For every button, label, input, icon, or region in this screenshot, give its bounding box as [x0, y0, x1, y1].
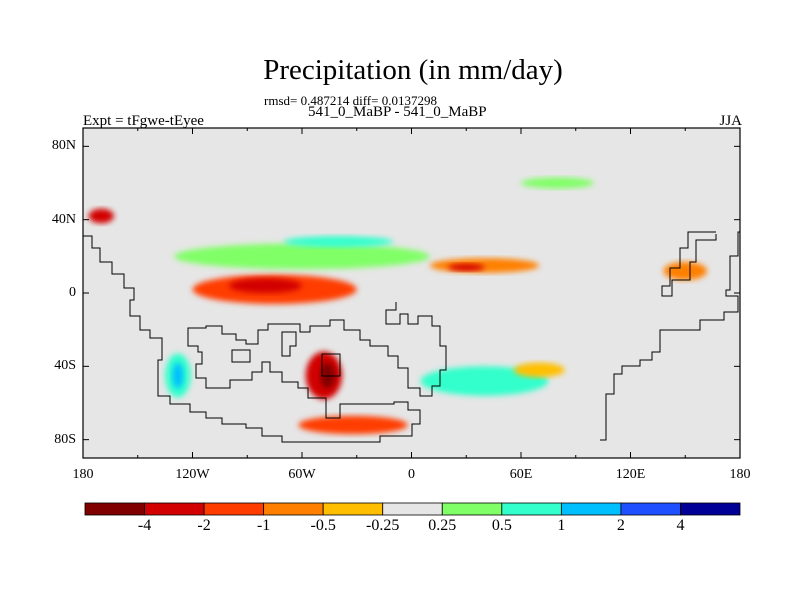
colorbar-box-6: [441, 502, 503, 516]
x-tick-label: 60E: [509, 467, 533, 482]
y-tick-label: 0: [69, 285, 76, 300]
colorbar-box-5: [382, 502, 443, 516]
colorbar-label: 0.25: [428, 517, 457, 534]
colorbar-box-9: [620, 502, 681, 516]
coastline-islands: [231, 331, 341, 377]
anomaly-region-12: [513, 362, 565, 378]
colorbar-label: -1: [256, 517, 271, 534]
y-tick-label: 80S: [54, 431, 76, 447]
colorbar-label: -0.25: [366, 517, 400, 534]
colorbar-label: 1: [557, 517, 566, 534]
x-tick-label: 60W: [288, 467, 316, 482]
anomaly-region-1: [229, 278, 302, 293]
x-tick-label: 180: [72, 467, 94, 482]
colorbar-box-10: [680, 502, 741, 516]
axis-ticks: [82, 128, 741, 458]
anomaly-region-4: [429, 258, 540, 273]
colorbar: [84, 502, 741, 516]
coastline-eurasia: [600, 231, 740, 441]
anomaly-region-10: [298, 415, 408, 435]
y-tick-label: 40N: [51, 211, 76, 227]
colorbar-label: 0.5: [491, 517, 512, 534]
y-tick-label: 40S: [54, 358, 76, 374]
coastline-americas: [83, 235, 447, 443]
colorbar-label: -0.5: [310, 517, 336, 534]
season-label: JJA: [719, 113, 742, 129]
x-tick-label: 0: [408, 467, 415, 482]
x-tick-label: 120E: [615, 467, 646, 482]
colorbar-box-7: [501, 502, 562, 516]
x-tick-label: 180: [729, 467, 751, 482]
coastline-layer: [83, 231, 740, 443]
anomaly-region-2: [174, 243, 430, 270]
stats-line: rmsd= 0.487214 diff= 0.0137298: [264, 93, 437, 108]
colorbar-box-3: [263, 502, 324, 516]
colorbar-box-8: [560, 502, 622, 516]
colorbar-label: -4: [137, 517, 152, 534]
chart-subtitle: 541_0_MaBP - 541_0_MaBP: [308, 104, 487, 120]
colorbar-box-4: [322, 502, 384, 516]
plot-background: [83, 128, 740, 458]
colorbar-box-1: [144, 502, 205, 516]
anomaly-region-5: [448, 263, 485, 272]
y-tick-label: 80N: [51, 138, 76, 154]
anomaly-layer: [88, 177, 708, 435]
colorbar-box-2: [203, 502, 265, 516]
colorbar-label: 2: [616, 517, 625, 534]
chart-title: Precipitation (in mm/day): [263, 54, 563, 86]
experiment-label: Expt = tFgwe-tEyee: [83, 113, 204, 129]
anomaly-region-3: [283, 236, 394, 248]
colorbar-box-0: [84, 502, 145, 516]
anomaly-region-11: [420, 366, 549, 396]
anomaly-region-14: [521, 177, 594, 189]
colorbar-label: -2: [197, 517, 211, 534]
colorbar-label: 4: [676, 517, 685, 534]
anomaly-region-15: [88, 208, 115, 224]
anomaly-region-9: [172, 362, 184, 389]
x-tick-label: 120W: [175, 467, 210, 482]
anomaly-region-13: [663, 261, 708, 281]
